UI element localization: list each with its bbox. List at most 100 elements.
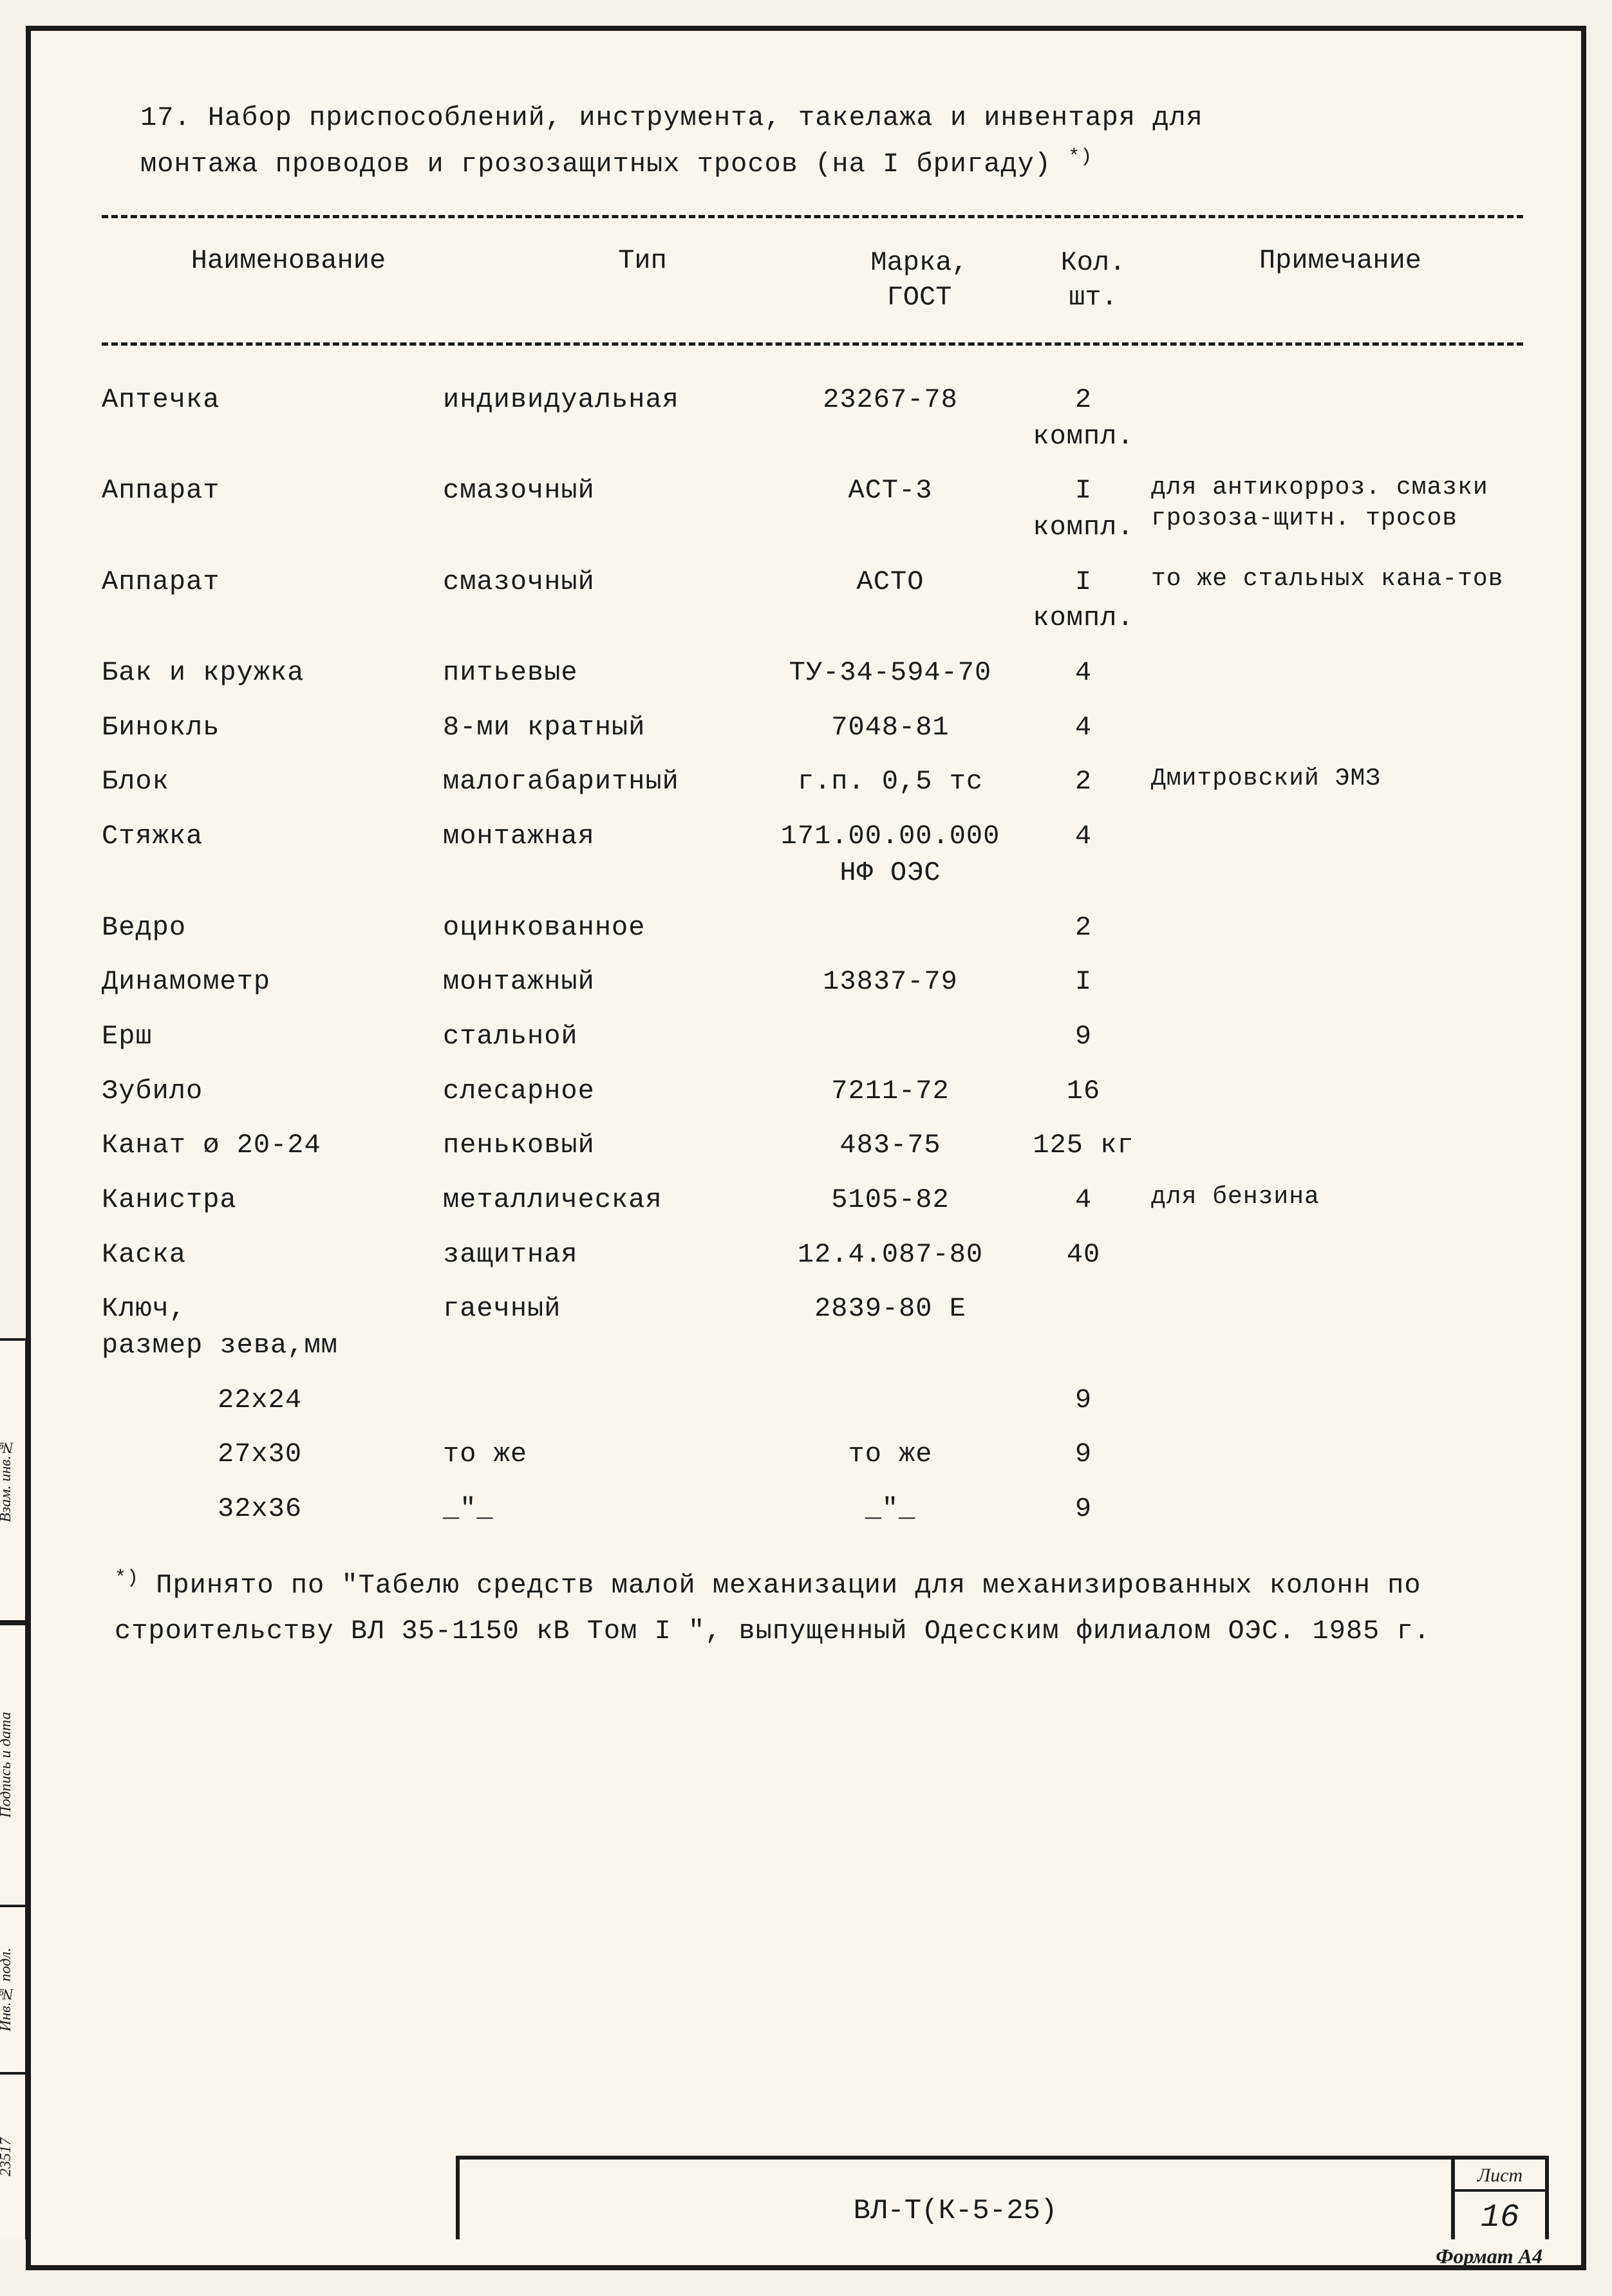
cell-gost: _"_ [765, 1491, 1022, 1527]
footnote-marker: *) [115, 1567, 139, 1589]
cell-qty: 4 [1022, 655, 1145, 691]
section-number: 17. [140, 102, 191, 133]
cell-qty: 4 [1022, 818, 1145, 855]
cell-qty: I компл. [1022, 472, 1145, 545]
cell-qty: 40 [1022, 1237, 1145, 1273]
table-row: АппаратсмазочныйАСТ-3I компл.для антикор… [102, 463, 1523, 554]
table-row: Ершстальной 9 [102, 1009, 1523, 1064]
table-row: Ведрооцинкованное 2 [102, 901, 1523, 955]
table-row: Динамометрмонтажный13837-79I [102, 955, 1523, 1009]
header-gost: Марка, ГОСТ [810, 245, 1029, 315]
cell-qty: 2 [1022, 763, 1145, 800]
document-page: Взам. инв.№ Подпись и дата Инв.№ подл. 2… [26, 26, 1586, 2270]
cell-type: _"_ [443, 1491, 765, 1527]
cell-type: стальной [443, 1018, 765, 1055]
cell-gost: 23267-78 [765, 382, 1022, 418]
cell-type: смазочный [443, 564, 765, 601]
cell-name: Каска [102, 1237, 443, 1273]
cell-name: Бинокль [102, 709, 443, 746]
section-title: 17. Набор приспособлений, инструмента, т… [63, 70, 1549, 207]
table-row: Канат ø 20-24пеньковый483-75125 кг [102, 1118, 1523, 1173]
table-row: Ключ, размер зева,ммгаечный2839-80 Е [102, 1282, 1523, 1372]
title-line-1: Набор приспособлений, инструмента, такел… [208, 102, 1203, 133]
cell-note: Дмитровский ЭМЗ [1145, 763, 1523, 794]
binding-margin-labels: Взам. инв.№ Подпись и дата Инв.№ подл. 2… [0, 1338, 28, 2239]
cell-name: Ерш [102, 1018, 443, 1055]
page-number: 16 [1455, 2192, 1545, 2239]
cell-note: для антикорроз. смазки грозоза-щитн. тро… [1145, 472, 1523, 534]
cell-type: питьевые [443, 655, 765, 691]
cell-name: Бак и кружка [102, 655, 443, 691]
cell-gost: г.п. 0,5 тс [765, 763, 1022, 800]
cell-gost: 171.00.00.000 НФ ОЭС [765, 818, 1022, 891]
side-label-inv-value: 23517 [0, 2072, 28, 2239]
cell-name: Аптечка [102, 382, 443, 418]
cell-name: Блок [102, 763, 443, 800]
cell-type: оцинкованное [443, 910, 765, 946]
divider-header [102, 342, 1523, 346]
header-qty: Кол. шт. [1029, 245, 1157, 315]
cell-name: Зубило [102, 1073, 443, 1110]
cell-qty: 16 [1022, 1073, 1145, 1110]
table-row: Касказащитная12.4.087-8040 [102, 1227, 1523, 1282]
cell-qty: 9 [1022, 1436, 1145, 1473]
cell-gost: 7211-72 [765, 1073, 1022, 1110]
side-label-podpis: Подпись и дата [0, 1623, 28, 1905]
cell-type: монтажная [443, 818, 765, 855]
cell-qty: 2 [1022, 910, 1145, 946]
cell-type: малогабаритный [443, 763, 765, 800]
cell-type: металлическая [443, 1182, 765, 1218]
cell-type: пеньковый [443, 1127, 765, 1164]
footnote-block: *) Принято по "Табелю средств малой меха… [63, 1543, 1549, 1661]
page-cell: Лист 16 [1455, 2160, 1545, 2239]
table-row: Аптечкаиндивидуальная23267-782 компл. [102, 373, 1523, 463]
cell-note: то же стальных кана-тов [1145, 564, 1523, 595]
cell-type: индивидуальная [443, 382, 765, 418]
cell-name: Канат ø 20-24 [102, 1127, 443, 1164]
cell-name: 32х36 [102, 1491, 443, 1527]
cell-qty: 2 компл. [1022, 382, 1145, 454]
divider-top [102, 215, 1523, 218]
cell-qty: 9 [1022, 1018, 1145, 1055]
cell-name: 22х24 [102, 1382, 443, 1419]
cell-name: Аппарат [102, 564, 443, 601]
cell-gost: 13837-79 [765, 964, 1022, 1000]
format-label: Формат А4 [1436, 2245, 1542, 2268]
cell-name: 27х30 [102, 1436, 443, 1473]
cell-type: монтажный [443, 964, 765, 1000]
cell-gost: АСТ-3 [765, 472, 1022, 509]
cell-name: Стяжка [102, 818, 443, 855]
cell-type: смазочный [443, 472, 765, 509]
cell-name: Канистра [102, 1182, 443, 1218]
cell-name: Ключ, размер зева,мм [102, 1291, 443, 1363]
cell-gost: 2839-80 Е [765, 1291, 1022, 1327]
cell-qty: 9 [1022, 1491, 1145, 1527]
title-block-frame: ВЛ-Т(К-5-25) Лист 16 [456, 2156, 1549, 2239]
side-label-inv: Инв.№ подл. [0, 1905, 28, 2072]
cell-gost: 7048-81 [765, 709, 1022, 746]
cell-type: 8-ми кратный [443, 709, 765, 746]
side-label-vzam: Взам. инв.№ [0, 1338, 28, 1623]
cell-qty: 125 кг [1022, 1127, 1145, 1164]
header-name: Наименование [102, 245, 475, 315]
header-note: Примечание [1157, 245, 1523, 315]
cell-qty: 4 [1022, 1182, 1145, 1218]
cell-gost: 5105-82 [765, 1182, 1022, 1218]
table-row: АппаратсмазочныйАСТОI компл.то же стальн… [102, 555, 1523, 646]
table-row: 27х30то жето же9 [102, 1427, 1523, 1482]
cell-type: защитная [443, 1237, 765, 1273]
table-row: Зубилослесарное7211-7216 [102, 1064, 1523, 1119]
cell-qty: 4 [1022, 709, 1145, 746]
table-row: 22х249 [102, 1373, 1523, 1428]
cell-qty: I [1022, 964, 1145, 1000]
cell-name: Ведро [102, 910, 443, 946]
document-code: ВЛ-Т(К-5-25) [460, 2160, 1455, 2239]
cell-gost: АСТО [765, 564, 1022, 601]
table-row: 32х36_"__"_9 [102, 1482, 1523, 1536]
footnote-text: Принято по "Табелю средств малой механиз… [115, 1570, 1430, 1647]
cell-gost: 483-75 [765, 1127, 1022, 1164]
table-body: Аптечкаиндивидуальная23267-782 компл.Апп… [63, 353, 1549, 1543]
table-row: Стяжкамонтажная171.00.00.000 НФ ОЭС4 [102, 809, 1523, 900]
cell-note: для бензина [1145, 1182, 1523, 1213]
footer-block: ВЛ-Т(К-5-25) Лист 16 [63, 2149, 1549, 2239]
